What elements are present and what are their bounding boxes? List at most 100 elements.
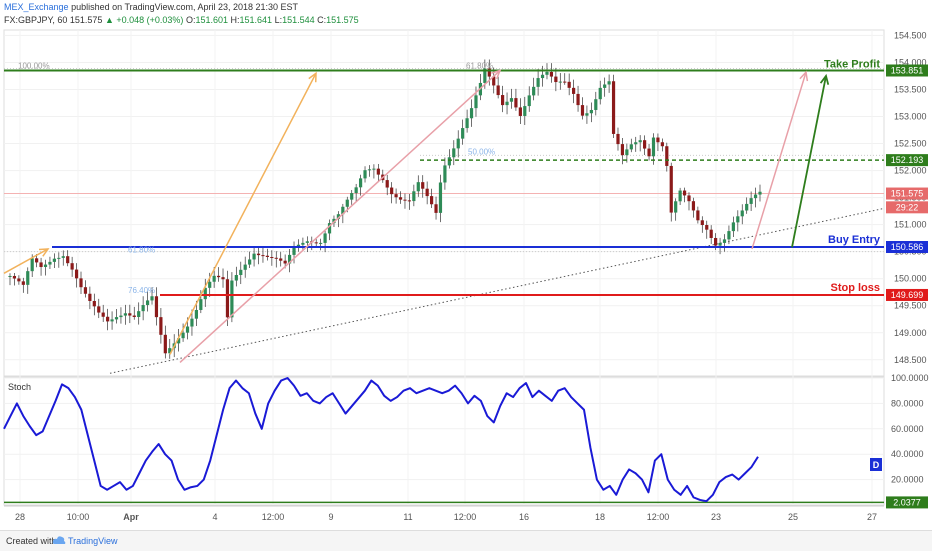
candle (168, 348, 172, 354)
candle (407, 200, 412, 202)
price-change: ▲ +0.048 (+0.03%) (104, 15, 184, 25)
publisher-name[interactable]: MEX_Exchange (4, 2, 69, 12)
candle (665, 146, 669, 166)
arrow-pink-projection-head (799, 70, 809, 82)
fib-label-764: 76.40% (128, 286, 155, 295)
candle (57, 257, 61, 259)
candle (292, 247, 296, 255)
candle (261, 255, 265, 257)
candle (239, 269, 243, 276)
candle (185, 326, 190, 333)
candle (598, 87, 602, 100)
arrow-orange-small-head (38, 248, 50, 257)
arrow-pink-up (179, 69, 501, 364)
time-tick-label: Apr (123, 512, 139, 522)
price-tick-label: 149.500 (894, 301, 927, 311)
chart-canvas[interactable]: 154.500 154.000 153.500 153.000 152.500 152.0… (0, 0, 932, 530)
stoch-tick-label: 20.0000 (891, 475, 924, 485)
candle (345, 199, 349, 207)
arrow-green-target (791, 75, 827, 248)
candle (265, 255, 269, 258)
candle (21, 281, 25, 285)
candle (687, 195, 691, 202)
stoch-title: Stoch (8, 382, 31, 392)
candle (567, 81, 571, 88)
price-tick-label: 149.000 (894, 328, 927, 338)
candle (248, 259, 252, 265)
time-tick-label: 12:00 (454, 512, 477, 522)
price-tick-label: 152.000 (894, 166, 927, 176)
candle (305, 241, 309, 243)
candle (483, 68, 487, 83)
candle (70, 263, 74, 270)
candle (101, 312, 105, 317)
candle (416, 182, 420, 192)
fib-label-618: 61.80% (128, 246, 155, 255)
stoch-line (3, 377, 759, 503)
candle (52, 258, 56, 262)
candle (74, 269, 79, 279)
arrow-orange-small (3, 248, 49, 274)
candle (208, 281, 212, 288)
candle (496, 85, 500, 96)
candle (709, 229, 713, 238)
arrow-pink-up-head (491, 69, 502, 80)
candle (616, 133, 620, 145)
candle (545, 71, 549, 75)
candle (150, 296, 154, 301)
candle (452, 148, 456, 158)
stop-loss-label: Stop loss (830, 282, 880, 294)
candle (243, 264, 247, 270)
ohlc-line: FX:GBPJPY, 60 151.575 ▲ +0.048 (+0.03%) … (4, 15, 359, 26)
price-pane[interactable] (3, 29, 885, 377)
tradingview-brand[interactable]: TradingView (68, 536, 118, 546)
time-tick-label: 12:00 (647, 512, 670, 522)
low-value: 151.544 (282, 15, 315, 25)
candle (398, 197, 403, 200)
price-tick-label: 154.500 (894, 30, 927, 40)
candle (230, 280, 234, 318)
candle (199, 299, 203, 310)
candle (114, 317, 119, 320)
candle (674, 201, 678, 213)
candle (576, 93, 580, 106)
candle (234, 275, 238, 281)
candle (190, 318, 194, 327)
low-label: L: (274, 15, 283, 25)
arrow-green-target-head (819, 73, 830, 85)
stoch-badge[interactable] (870, 458, 882, 471)
candle (283, 260, 287, 264)
candle (141, 305, 145, 312)
candle (443, 165, 447, 183)
candle (17, 278, 21, 282)
time-tick-label: 25 (788, 512, 798, 522)
candle (625, 149, 629, 156)
candle (83, 287, 88, 294)
candle (611, 81, 616, 134)
open-label: O: (185, 15, 196, 25)
published-text: published on TradingView.com, April 23, … (71, 2, 299, 12)
candle (92, 300, 96, 307)
open-value: 151.601 (195, 15, 228, 25)
candle (447, 157, 451, 166)
candle (461, 128, 465, 139)
candle (88, 293, 92, 301)
footer: Created with TradingView (0, 530, 932, 551)
candle (527, 95, 531, 107)
price-tag (886, 288, 928, 301)
candle (43, 264, 48, 268)
candle (714, 237, 718, 246)
stoch-pane[interactable] (3, 376, 885, 506)
candle (390, 187, 394, 195)
candle (580, 105, 585, 116)
candle (66, 256, 70, 264)
candle (421, 182, 425, 189)
publisher-line: MEX_Exchange published on TradingView.co… (4, 2, 298, 13)
candle (35, 258, 39, 263)
candle (532, 86, 536, 96)
candle (554, 76, 558, 83)
candle (332, 218, 336, 224)
candle (487, 68, 491, 77)
candle (341, 206, 345, 215)
price-tag (886, 201, 928, 214)
